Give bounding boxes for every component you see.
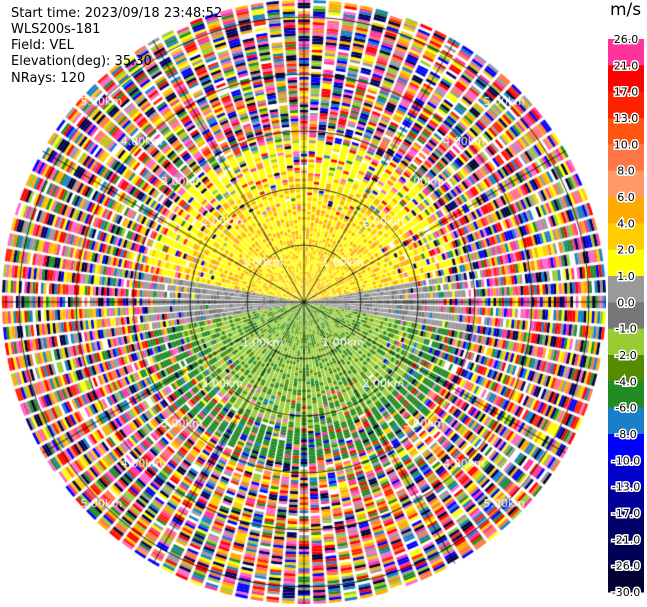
- colorbar-tick-label: 2.0: [617, 244, 635, 257]
- colorbar-tick-label: -30.0: [612, 586, 640, 599]
- colorbar-tick-label: 13.0: [614, 112, 639, 125]
- colorbar-segment: [608, 434, 644, 461]
- colorbar-segment: [608, 302, 644, 330]
- colorbar-segment: [608, 565, 644, 593]
- colorbar-segment: [608, 249, 644, 277]
- colorbar-tick-label: -4.0: [615, 375, 636, 388]
- colorbar-tick-label: 4.0: [617, 217, 635, 230]
- colorbar-segment: [608, 460, 644, 488]
- colorbar-segment: [608, 197, 644, 224]
- colorbar-segment: [608, 170, 644, 198]
- colorbar-segment: [608, 486, 644, 514]
- field-label: Field: VEL: [11, 38, 74, 53]
- colorbar-tick-label: 21.0: [614, 59, 639, 72]
- colorbar-segment: [608, 144, 644, 172]
- nrays-label: NRays: 120: [11, 71, 86, 86]
- colorbar-tick-label: -21.0: [612, 533, 640, 546]
- colorbar-segment: [608, 355, 644, 382]
- colorbar-segment: [608, 65, 644, 93]
- colorbar-tick-label: 26.0: [614, 33, 639, 46]
- colorbar-tick-label: 6.0: [617, 191, 635, 204]
- colorbar-tick-label: 8.0: [617, 165, 635, 178]
- colorbar-segment: [608, 513, 644, 540]
- colorbar-unit: m/s: [610, 0, 642, 20]
- colorbar-segment: [608, 407, 644, 435]
- colorbar-tick-label: 17.0: [614, 86, 639, 99]
- colorbar-tick-label: -10.0: [612, 454, 640, 467]
- colorbar-segment: [608, 39, 644, 66]
- colorbar-tick-label: -8.0: [615, 428, 636, 441]
- colorbar-tick-label: 10.0: [614, 138, 639, 151]
- colorbar-segment: [608, 223, 644, 251]
- colorbar-segment: [608, 539, 644, 567]
- colorbar-segment: [608, 381, 644, 409]
- colorbar-tick-label: -26.0: [612, 560, 640, 573]
- colorbar-tick-label: -13.0: [612, 481, 640, 494]
- colorbar-segment: [608, 328, 644, 356]
- radar-ppi-plot: [0, 0, 606, 607]
- colorbar-tick-label: 0.0: [617, 296, 635, 309]
- start-time-label: Start time: 2023/09/18 23:48:52: [11, 6, 223, 21]
- colorbar-segment: [608, 276, 644, 303]
- colorbar-tick-label: -6.0: [615, 402, 636, 415]
- velocity-colorbar: 26.0 21.0 17.0 13.0 10.0 8.0 6.0 4.0 2.0 1.0 0.0 -1…: [608, 32, 644, 601]
- colorbar-tick-label: -17.0: [612, 507, 640, 520]
- colorbar-tick-label: 1.0: [617, 270, 635, 283]
- elevation-label: Elevation(deg): 35.30: [11, 54, 152, 69]
- colorbar-tick-label: -1.0: [615, 323, 636, 336]
- colorbar-segment: [608, 91, 644, 119]
- colorbar-tick-label: -2.0: [615, 349, 636, 362]
- colorbar-segment: [608, 118, 644, 145]
- station-label: WLS200s-181: [11, 22, 101, 37]
